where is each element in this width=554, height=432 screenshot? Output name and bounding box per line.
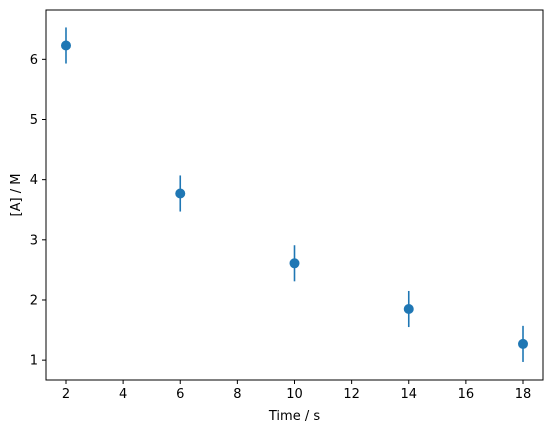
x-tick-label: 14	[400, 387, 417, 402]
data-point	[289, 258, 300, 269]
x-axis: 2 4 6 8 10 12 14 16 18	[62, 380, 531, 402]
y-tick-label: 6	[30, 53, 38, 68]
y-tick-label: 2	[30, 293, 38, 308]
y-tick-label: 1	[30, 354, 38, 369]
x-tick-label: 12	[343, 387, 360, 402]
y-axis-label: [A] / M	[9, 174, 24, 217]
data-point	[175, 188, 186, 199]
x-axis-label: Time / s	[268, 409, 320, 424]
x-tick-label: 10	[286, 387, 303, 402]
x-tick-label: 16	[458, 387, 475, 402]
x-tick-label: 6	[176, 387, 184, 402]
y-tick-label: 5	[30, 113, 38, 128]
y-tick-label: 4	[30, 173, 38, 188]
data-point	[518, 338, 529, 349]
y-axis: 1 2 3 4 5 6	[30, 53, 46, 369]
x-tick-label: 2	[62, 387, 70, 402]
x-tick-label: 18	[515, 387, 532, 402]
data-marks	[60, 27, 529, 362]
y-tick-label: 3	[30, 233, 38, 248]
x-tick-label: 8	[233, 387, 241, 402]
plot-area	[46, 10, 543, 380]
data-point	[60, 40, 71, 51]
data-point	[403, 304, 414, 315]
x-tick-label: 4	[119, 387, 127, 402]
